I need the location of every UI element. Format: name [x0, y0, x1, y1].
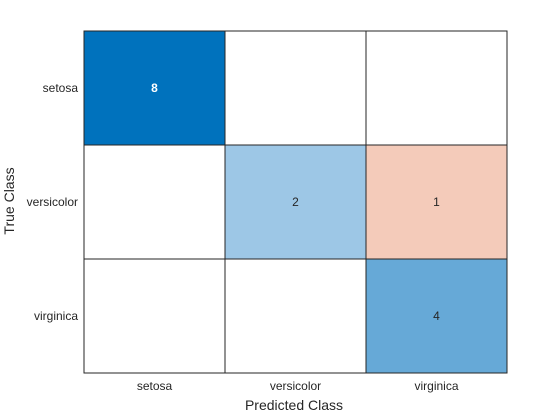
y-tick-label: versicolor — [27, 195, 78, 209]
matrix-cell-versicolor-setosa — [83, 144, 226, 260]
tick-labels-layer: setosa versicolor virginica setosa versicolo… — [27, 81, 459, 393]
matrix-cell-virginica-setosa — [83, 258, 226, 374]
cell-value-label: 8 — [151, 81, 158, 95]
cell-labels-layer: 8 2 1 4 — [151, 81, 440, 323]
matrix-cell-virginica-virginica — [365, 258, 508, 374]
cells-layer — [83, 30, 508, 374]
x-axis-title: Predicted Class — [245, 397, 343, 413]
x-tick-label: virginica — [414, 379, 458, 393]
matrix-cell-setosa-virginica — [365, 30, 508, 146]
y-tick-label: setosa — [43, 81, 79, 95]
y-tick-label: virginica — [34, 309, 78, 323]
matrix-cell-setosa-versicolor — [224, 30, 367, 146]
x-tick-label: setosa — [137, 379, 173, 393]
matrix-cell-versicolor-versicolor — [224, 144, 367, 260]
matrix-cell-setosa-setosa — [83, 30, 226, 146]
cell-value-label: 2 — [292, 195, 299, 209]
x-tick-label: versicolor — [270, 379, 321, 393]
cell-value-label: 4 — [433, 309, 440, 323]
matrix-cell-versicolor-virginica — [365, 144, 508, 260]
cell-value-label: 1 — [433, 195, 440, 209]
matrix-cell-virginica-versicolor — [224, 258, 367, 374]
y-axis-title: True Class — [1, 167, 17, 234]
